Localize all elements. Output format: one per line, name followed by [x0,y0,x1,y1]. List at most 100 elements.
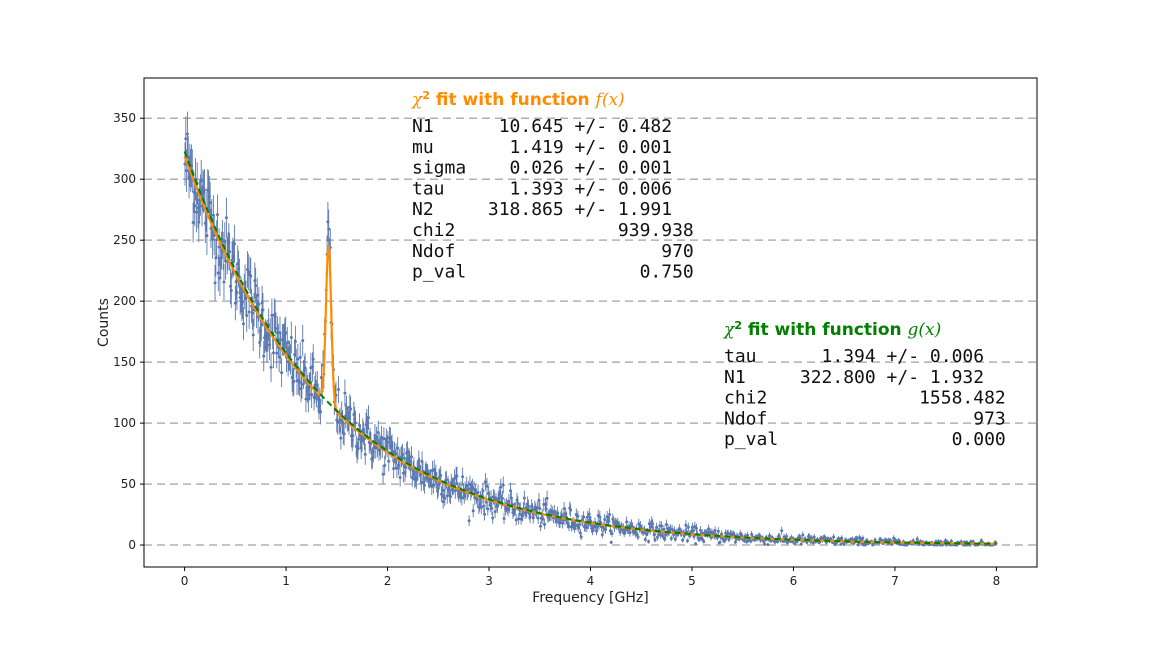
data-point [280,371,284,375]
data-point [455,474,459,478]
data-point [383,463,387,467]
data-point [673,529,677,533]
data-point [661,535,665,539]
data-point [562,507,566,511]
data-point [560,513,564,517]
data-point [218,276,222,280]
data-point [285,341,289,345]
x-tick-label: 4 [587,574,595,588]
data-point [197,220,201,224]
data-point [436,487,440,491]
data-point [439,473,443,477]
data-point [471,509,475,513]
data-point [694,542,698,546]
data-point [208,201,212,205]
data-point [681,538,685,542]
data-point [448,495,452,499]
data-point [274,326,278,330]
data-point [636,535,640,539]
data-point [543,522,547,526]
data-point [746,533,750,537]
data-point [810,536,814,540]
chi-superscript: 2 [422,89,430,102]
data-point [647,522,651,526]
y-tick-label: 250 [113,233,136,247]
data-point [298,355,302,359]
data-point [863,543,867,547]
y-tick-label: 0 [128,538,136,552]
data-point [716,529,720,533]
data-point [536,516,540,520]
data-point [628,531,632,535]
data-point [250,311,254,315]
fit-box-f: χ2 fit with function f(x) N1 10.645 +/- … [411,89,694,283]
data-point [246,270,250,274]
data-point [461,475,465,479]
fit-stat-row: N2 318.865 +/- 1.991 [412,199,672,220]
data-point [911,539,915,543]
data-point [544,507,548,511]
grid-lines [144,117,1037,546]
data-point [470,485,474,489]
data-point [310,393,314,397]
data-point [301,339,305,343]
fit-stat-row: p_val 0.000 [724,429,1006,450]
data-point [762,540,766,544]
data-point [686,539,690,543]
data-point [241,322,245,326]
data-point [501,483,505,487]
data-point [270,313,274,317]
data-point [811,541,815,545]
data-point [460,496,464,500]
data-point [315,383,319,387]
data-point [498,496,502,500]
axis-ticks: 0 50 100 150 200 250 300 350 0 1 2 3 4 5 6 7 8 [113,111,1000,588]
data-point [673,537,677,541]
data-point [699,528,703,532]
data-point [366,416,370,420]
data-point [538,506,542,510]
data-point [647,540,651,544]
data-point [224,216,228,220]
x-tick-label: 0 [181,574,189,588]
data-point [224,259,228,263]
data-point [275,351,279,355]
data-point [780,529,784,533]
data-point [486,507,490,511]
data-point [357,437,361,441]
data-point [311,357,315,361]
data-point [342,432,346,436]
data-point [723,538,727,542]
fit-stat-row: N1 322.800 +/- 1.932 [724,367,984,388]
data-point [199,179,203,183]
data-point [567,524,571,528]
data-point [655,525,659,529]
data-point [261,308,265,312]
data-point [297,380,301,384]
data-point [185,169,189,173]
data-point [351,434,355,438]
data-point [651,522,655,526]
y-tick-label: 350 [113,111,136,125]
data-point [185,132,189,136]
data-point [578,523,582,527]
data-point [336,387,340,391]
data-point [572,521,576,525]
data-point [228,250,232,254]
fit-stat-row: p_val 0.750 [412,262,694,283]
data-point [812,535,816,539]
data-point [499,485,503,489]
data-point [247,310,251,314]
data-point [467,519,471,523]
data-point [485,484,489,488]
y-tick-label: 150 [113,355,136,369]
data-point [373,433,377,437]
data-point [510,502,514,506]
x-tick-label: 7 [891,574,899,588]
data-point [409,455,413,459]
data-point [381,472,385,476]
data-point [431,483,435,487]
y-tick-label: 100 [113,416,136,430]
data-point [483,480,487,484]
data-point [222,280,226,284]
